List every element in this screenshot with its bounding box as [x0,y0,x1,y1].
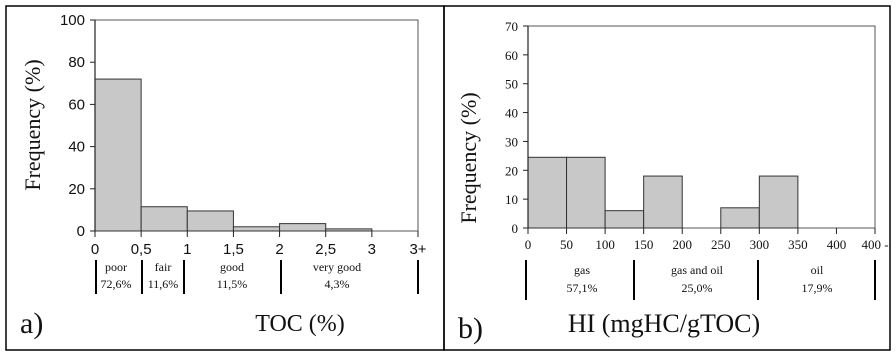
histogram-bar [604,210,645,229]
y-tick-label: 0 [512,221,519,236]
x-tick-label: 0 [91,241,99,258]
x-tick-label: 150 [634,237,654,252]
x-tick-label: 3 [368,241,376,258]
x-tick-label: 350 [788,237,808,252]
x-tick-label: 400 [827,237,847,252]
category-name: poor [105,260,127,274]
y-axis-label: Frequency (%) [456,92,481,223]
y-axis-label: Frequency (%) [20,59,45,190]
plot-area [94,19,419,232]
y-tick-label: 100 [60,12,85,29]
category-name: very good [313,260,361,274]
histogram-bar [643,175,683,229]
panel-label: a) [20,307,43,340]
x-tick-label: 300 [750,237,770,252]
histogram-bar [186,210,234,232]
y-tick-label: 0 [77,223,85,240]
histogram-bar [94,78,142,232]
y-tick-label: 10 [505,192,518,207]
histogram-bar [140,206,188,232]
category-percent: 72,6% [101,277,132,291]
panel-b: 0 10 20 30 40 50 60 70 0 50 100 150 200 250 300 350 400 4… [443,5,891,351]
histogram-bar [232,226,281,232]
category-percent: 57,1% [567,281,598,295]
panel-a: 0 20 40 60 80 100 0 0,5 1 1,5 2 2,5 3 3+ poor 72,6% fair… [5,5,445,351]
histogram-bar [279,223,327,232]
histogram-bar [527,156,568,229]
histogram-bar [566,156,606,229]
category-percent: 17,9% [802,281,833,295]
x-tick-label: 50 [560,237,573,252]
x-tick-label: 1 [183,241,191,258]
x-axis-label: HI (mgHC/gTOC) [568,309,760,338]
category-percent: 11,5% [217,277,248,291]
category-percent: 11,6% [148,277,179,291]
y-tick-label: 70 [505,19,518,34]
x-tick-label: 3+ [409,241,426,258]
x-tick-label: 2,5 [315,241,336,258]
histogram-bar [325,228,373,232]
histogram-bar [720,207,760,229]
y-tick-label: 80 [68,54,85,71]
x-tick-label: 250 [711,237,731,252]
x-tick-label: 2 [275,241,283,258]
y-tick-label: 60 [505,48,518,63]
category-name: good [220,260,244,274]
panel-frame [443,5,891,351]
category-percent: 4,3% [325,277,350,291]
y-tick-label: 40 [68,139,85,156]
y-tick-label: 20 [505,163,518,178]
category-name: gas and oil [671,263,724,277]
y-tick-label: 20 [68,181,85,198]
y-tick-label: 50 [505,77,518,92]
category-percent: 25,0% [682,281,713,295]
x-tick-label: 0,5 [131,241,152,258]
x-tick-label: 0 [525,237,532,252]
x-tick-label: 400 - [861,237,888,252]
y-tick-label: 40 [505,106,518,121]
category-name: gas [574,263,590,277]
x-tick-label: 200 [672,237,692,252]
panel-label: b) [458,312,483,345]
y-tick-label: 30 [505,134,518,149]
y-tick-label: 60 [68,96,85,113]
x-axis-label: TOC (%) [255,311,345,337]
histogram-bar [758,175,799,229]
x-tick-label: 1,5 [223,241,244,258]
x-tick-label: 100 [595,237,615,252]
category-name: oil [811,263,824,277]
category-name: fair [155,260,172,274]
